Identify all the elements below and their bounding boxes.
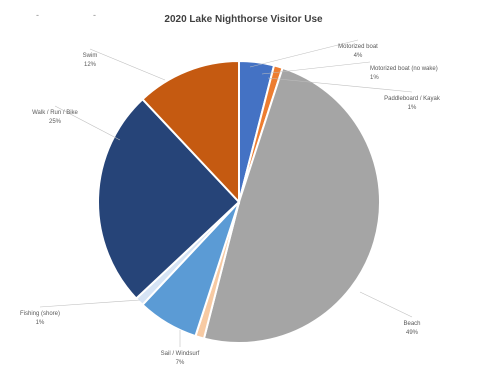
leader-line — [89, 48, 166, 81]
slice-label-beach: Beach — [403, 321, 420, 327]
slice-label-motorized-boat: Motorized boat — [338, 44, 378, 50]
leader-line — [39, 299, 141, 308]
pie-slice-beach — [202, 66, 382, 344]
pie-slice-swim — [141, 59, 240, 205]
slice-label-fishing-shore: Fishing (shore) — [20, 311, 60, 317]
slice-label-swim: Swim — [83, 53, 98, 59]
chart-title: 2020 Lake Nighthorse Visitor Use — [164, 14, 323, 25]
slice-value-motorized-boat-no-wake: 1% — [370, 75, 379, 81]
pie-slice-walk-run-bike — [97, 97, 241, 300]
slice-value-motorized-boat: 4% — [354, 53, 363, 59]
leader-line — [54, 105, 121, 141]
slice-value-beach: 49% — [406, 330, 419, 336]
leader-line — [261, 61, 371, 75]
slice-label-sail-windsurf: Sail / Windsurf — [161, 351, 200, 357]
edge-mark: - — [93, 10, 96, 20]
slice-value-walk-run-bike: 25% — [49, 119, 62, 125]
slice-value-fishing-shore: 1% — [36, 320, 45, 326]
edge-mark: - — [36, 10, 39, 20]
leader-line — [359, 291, 413, 318]
slice-label-walk-run-bike: Walk / Run / Bike — [32, 110, 78, 116]
slice-value-swim: 12% — [84, 62, 97, 68]
slice-value-paddleboard-kayak: 1% — [408, 105, 417, 111]
leader-line — [267, 77, 413, 93]
slice-value-sail-windsurf: 7% — [176, 360, 185, 366]
slice-label-paddleboard-kayak: Paddleboard / Kayak — [384, 96, 441, 102]
leader-line — [249, 39, 359, 68]
slice-label-motorized-boat-no-wake: Motorized boat (no wake) — [370, 66, 438, 72]
